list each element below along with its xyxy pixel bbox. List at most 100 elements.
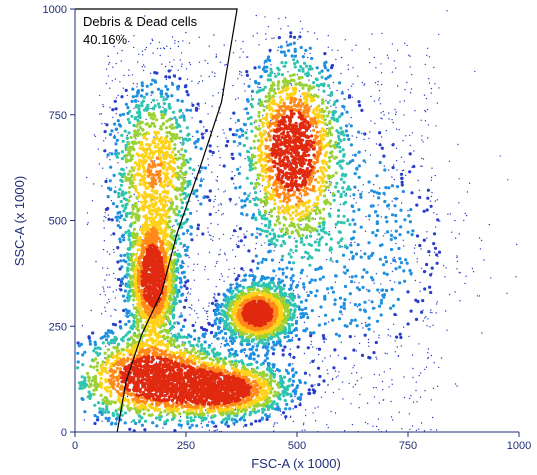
data-point [399,261,403,265]
data-point [288,407,292,411]
data-point [178,276,182,280]
data-point [388,112,390,114]
data-point [364,322,367,324]
data-point [278,17,280,20]
data-point [193,263,195,265]
data-point [367,338,370,341]
data-point [213,293,215,295]
data-point [232,52,235,54]
data-point [103,240,106,242]
data-point [343,244,347,248]
data-point [131,252,135,256]
data-point [274,370,277,372]
data-point [384,352,386,354]
data-point [242,40,244,43]
data-point [327,46,329,48]
data-point [298,403,302,407]
data-point [238,135,242,139]
data-point [434,226,437,228]
data-point [238,227,242,231]
data-point [392,419,394,421]
data-point [358,407,360,409]
data-point [189,293,191,295]
data-point [430,266,434,270]
data-point [353,318,357,322]
data-point [284,418,287,420]
data-point [145,84,149,88]
data-point [263,277,267,281]
data-point [295,60,299,64]
data-point [251,370,256,374]
data-point [499,155,501,157]
data-point [405,261,409,265]
data-point [375,143,378,145]
data-point [399,101,401,103]
data-point [390,400,392,403]
data-point [211,358,215,362]
data-point [302,329,306,333]
data-point [190,238,194,242]
data-point [315,66,319,70]
data-point [272,232,276,236]
data-point [257,65,261,69]
data-point [101,123,103,125]
data-point [206,310,208,313]
data-point [406,322,410,326]
data-point [290,54,294,58]
data-point [439,220,441,222]
data-point [96,361,100,365]
data-point [285,402,289,406]
data-point [341,381,344,383]
data-point [454,383,457,385]
data-point [232,234,234,237]
data-point [330,66,334,70]
data-point [400,202,403,204]
data-point [230,117,232,120]
data-point [188,166,192,170]
data-point [294,82,298,86]
data-point [211,71,214,73]
data-point [435,253,439,257]
data-point [249,122,253,126]
data-point [342,214,346,218]
data-point [390,213,395,217]
data-point [454,219,456,222]
data-point [114,422,118,426]
data-point [335,181,339,185]
data-point [235,243,238,246]
data-point [332,377,334,380]
data-point [139,206,143,210]
data-point [121,233,125,237]
data-point [116,260,120,264]
data-point [380,63,382,65]
data-point [240,267,244,271]
data-point [180,201,185,205]
data-point [290,267,294,271]
data-point [474,70,476,73]
data-point [220,317,225,321]
data-point [253,283,257,287]
data-point [310,86,314,90]
data-point [350,85,353,87]
data-point [363,300,367,304]
data-point [436,199,439,201]
data-point [168,125,172,129]
data-point [446,329,448,331]
data-point [259,284,263,288]
data-point [150,113,154,117]
data-point [357,208,361,212]
data-point [167,199,171,203]
data-point [387,334,389,336]
data-point [101,407,105,411]
data-point [182,243,187,247]
data-point [357,75,359,77]
data-point [229,237,232,240]
data-point [292,290,295,292]
data-point [232,421,236,425]
data-point [240,71,242,73]
data-point [303,352,306,355]
data-point [208,189,212,193]
data-point [132,147,136,152]
data-point [431,312,433,314]
data-point [368,192,370,194]
